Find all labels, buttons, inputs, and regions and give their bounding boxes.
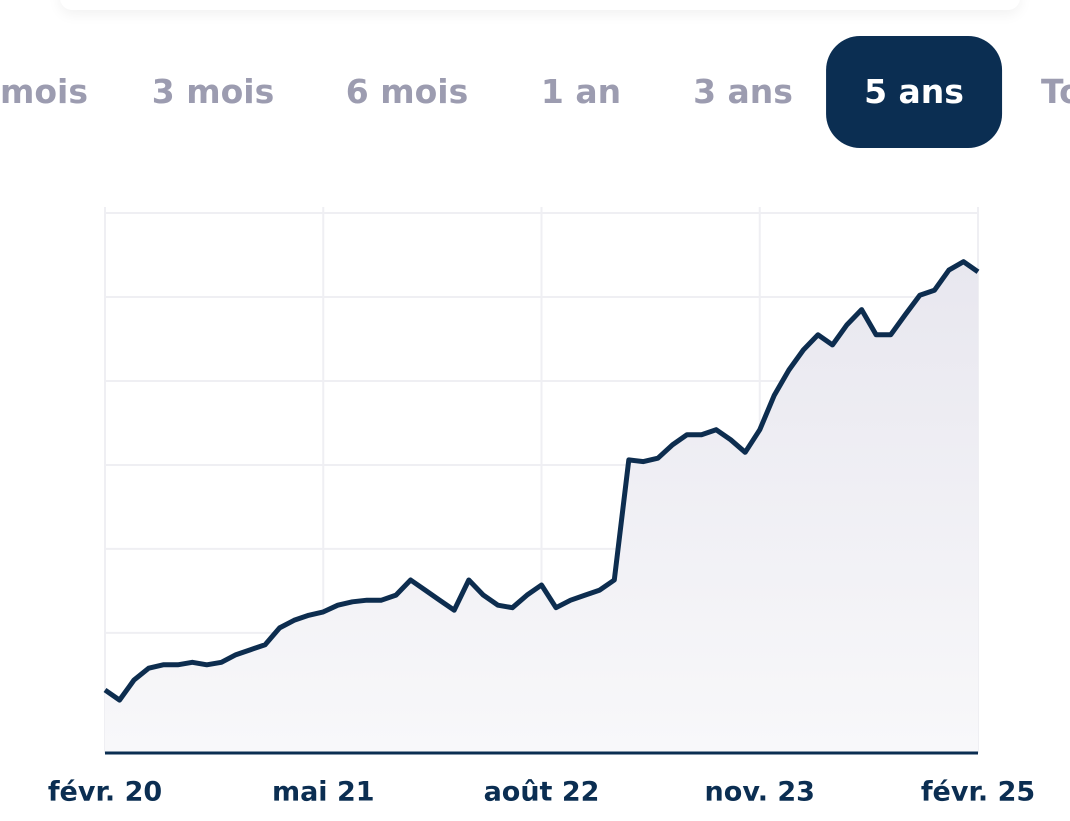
x-tick-label: août 22 — [484, 777, 600, 808]
x-tick-label: févr. 20 — [48, 777, 162, 808]
range-tab[interactable]: 5 ans — [826, 36, 1002, 148]
header-shadow — [60, 0, 1020, 10]
x-tick-label: nov. 23 — [705, 777, 815, 808]
range-tab[interactable]: 1 an — [540, 72, 622, 111]
range-tab[interactable]: mois — [0, 72, 89, 111]
range-tab[interactable]: 6 mois — [345, 72, 469, 111]
x-tick-label: mai 21 — [272, 777, 375, 808]
range-tab[interactable]: 3 mois — [151, 72, 275, 111]
range-tab[interactable]: To — [1041, 72, 1070, 111]
range-tab[interactable]: 3 ans — [693, 72, 793, 111]
x-tick-label: févr. 25 — [921, 777, 1035, 808]
area-fill — [105, 261, 978, 753]
price-line — [103, 259, 980, 703]
